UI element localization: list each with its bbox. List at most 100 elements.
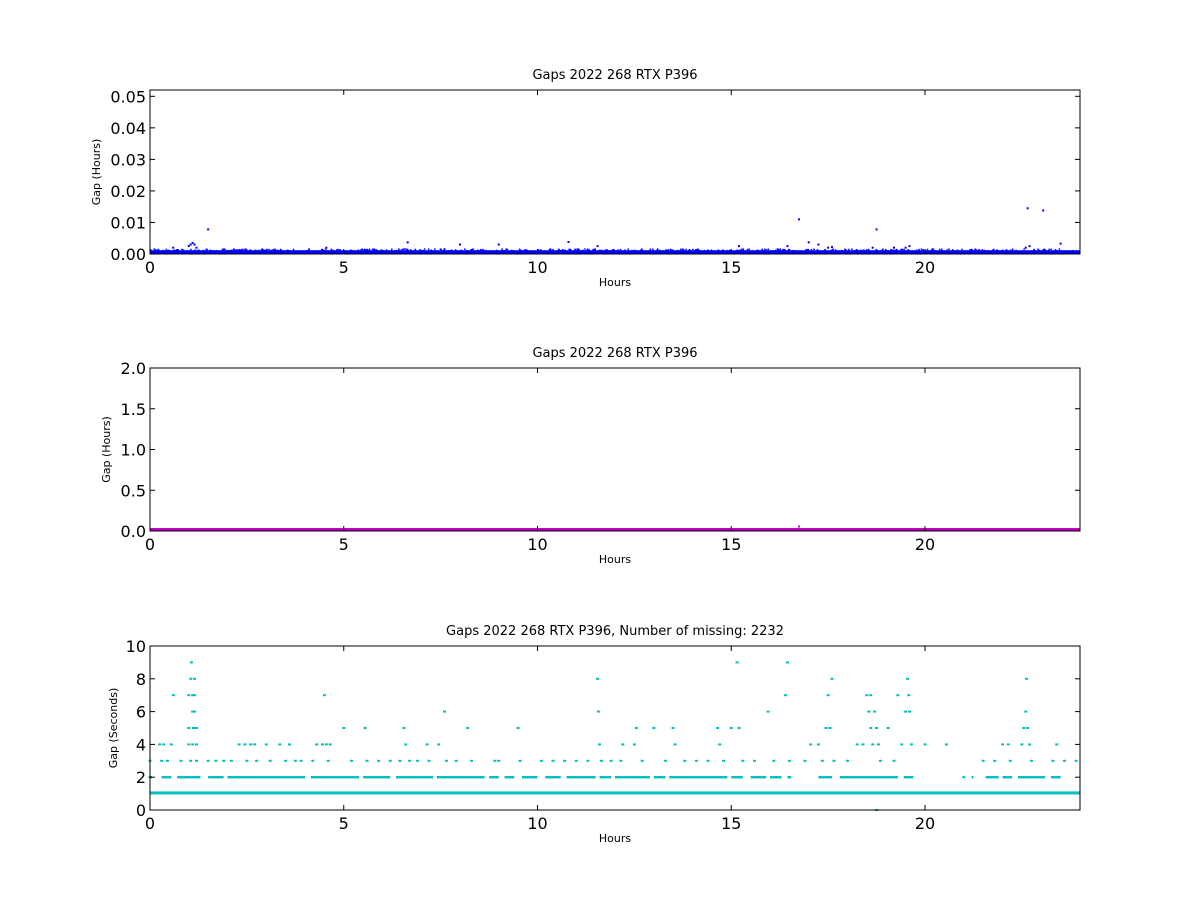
data-point <box>244 249 247 251</box>
data-point <box>439 248 442 250</box>
data-point <box>600 249 603 252</box>
data-point <box>399 249 401 252</box>
data-point <box>599 759 603 762</box>
data-point <box>443 248 446 251</box>
data-point <box>167 249 170 252</box>
data-point <box>920 248 923 250</box>
data-point <box>767 248 770 250</box>
data-point <box>789 249 791 252</box>
data-point <box>640 759 644 762</box>
x-tick-label: 5 <box>339 814 349 833</box>
data-point <box>239 249 241 252</box>
data-point <box>437 743 441 746</box>
data-point <box>443 249 446 252</box>
data-point <box>371 248 374 251</box>
data-point <box>1063 759 1066 762</box>
data-point <box>245 759 249 762</box>
data-point <box>574 759 578 762</box>
data-point <box>1050 248 1052 251</box>
data-point <box>1006 743 1010 746</box>
data-point <box>1071 249 1074 252</box>
data-point <box>592 248 594 251</box>
data-point <box>237 743 241 746</box>
data-point <box>938 248 941 251</box>
data-point <box>222 759 226 762</box>
data-point <box>665 250 668 252</box>
band-segment <box>653 776 666 779</box>
data-point <box>586 249 588 251</box>
data-point <box>761 250 763 252</box>
x-tick-label: 5 <box>339 535 349 554</box>
data-point <box>817 243 820 246</box>
data-point <box>741 759 745 762</box>
data-point <box>305 249 308 252</box>
data-point <box>160 759 164 762</box>
data-point <box>157 248 160 251</box>
data-point <box>726 249 728 252</box>
data-point <box>525 249 527 251</box>
data-point <box>280 249 282 252</box>
data-point <box>609 759 613 762</box>
data-point <box>587 249 589 252</box>
data-point <box>398 759 402 762</box>
data-point <box>1015 249 1017 252</box>
data-point <box>962 776 966 779</box>
data-point <box>906 677 910 680</box>
data-point <box>828 727 832 729</box>
data-point <box>1028 245 1031 248</box>
data-point <box>908 710 911 713</box>
data-point <box>903 248 905 251</box>
data-point <box>229 249 231 252</box>
axes-frame <box>149 367 1081 532</box>
data-point <box>946 249 949 251</box>
data-point <box>214 759 218 762</box>
data-point <box>679 249 682 252</box>
data-point <box>855 743 859 746</box>
data-point <box>748 248 750 250</box>
data-point <box>738 245 740 248</box>
data-point <box>676 249 679 252</box>
data-point <box>834 249 837 251</box>
data-point <box>941 250 943 252</box>
data-point <box>165 248 168 251</box>
data-point <box>803 759 807 762</box>
data-point <box>707 249 709 251</box>
data-point <box>876 249 879 252</box>
data-point <box>710 249 713 251</box>
data-point <box>414 248 417 251</box>
data-point <box>181 248 183 251</box>
data-point <box>764 248 766 251</box>
data-point <box>526 249 529 252</box>
band-segment <box>396 776 433 779</box>
data-point <box>448 249 450 252</box>
data-point <box>528 776 532 779</box>
subplot-1: 0 5 10 15 20 0.00 0.01 0.02 0.03 0.04 0.05 Gaps 202… <box>90 68 1081 289</box>
data-point <box>951 249 954 251</box>
data-point <box>342 727 346 729</box>
data-point <box>472 248 475 250</box>
data-point <box>244 248 246 251</box>
data-point <box>485 249 487 252</box>
data-point <box>652 248 654 251</box>
data-point <box>150 249 152 251</box>
data-point <box>832 248 834 250</box>
data-point <box>303 250 305 252</box>
data-point <box>1030 759 1034 762</box>
x-tick-label: 20 <box>915 814 935 833</box>
data-point <box>882 248 884 250</box>
data-point <box>471 248 473 251</box>
data-point <box>190 248 192 251</box>
data-point <box>869 727 873 729</box>
data-point <box>1033 248 1036 251</box>
data-point <box>934 249 936 252</box>
data-point <box>286 249 289 252</box>
data-point <box>1011 248 1014 251</box>
data-point <box>1048 250 1050 252</box>
data-point <box>788 249 791 251</box>
data-point <box>205 248 208 251</box>
data-point <box>266 248 268 251</box>
data-point <box>641 249 643 251</box>
data-point <box>996 249 998 251</box>
data-point <box>922 249 924 252</box>
